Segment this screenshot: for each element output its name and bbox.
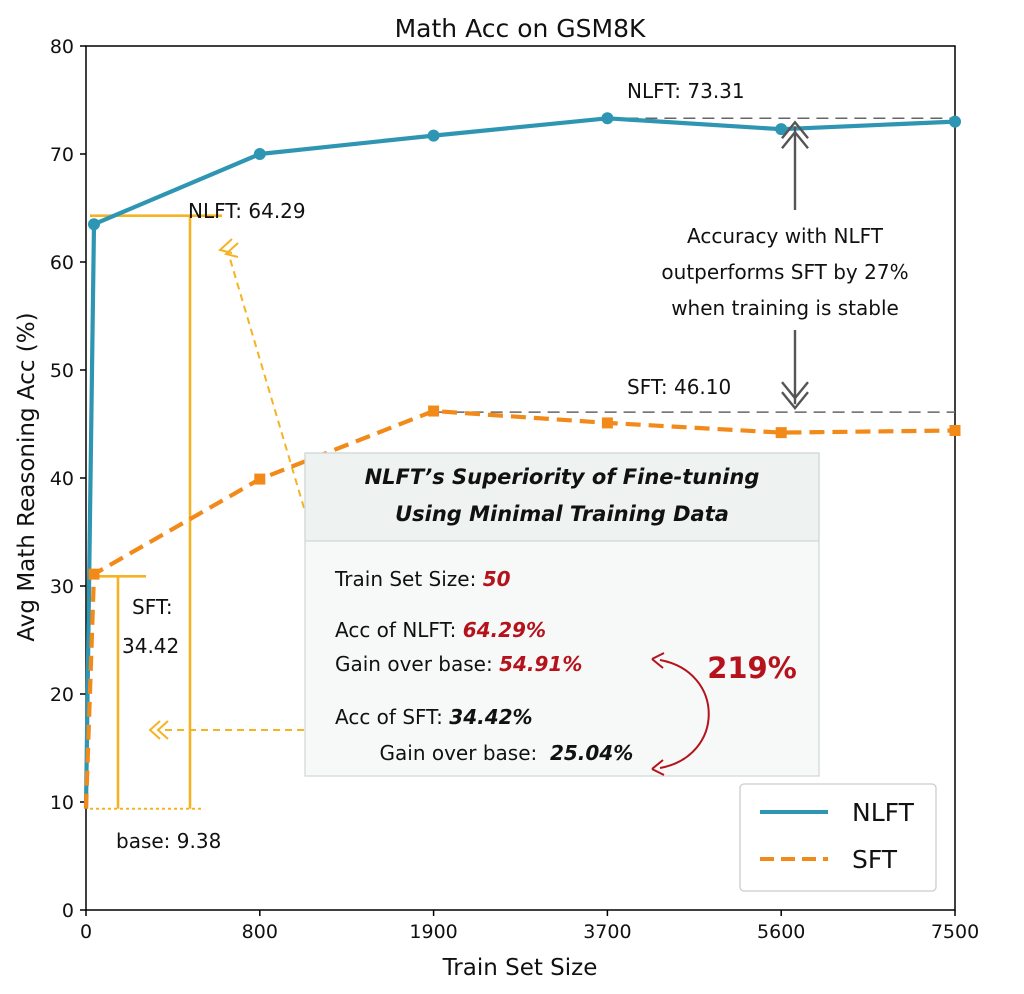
x-tick-label: 0	[80, 921, 92, 943]
sft-max-label: SFT: 46.10	[627, 375, 731, 399]
acc-sft-value: 34.42%	[449, 705, 532, 729]
data-point-sft	[428, 405, 440, 417]
pointer-to-nlft	[227, 251, 305, 509]
chart-title: Math Acc on GSM8K	[395, 14, 646, 43]
pointer-to-sft-head	[148, 720, 169, 740]
train-size-value: 50	[483, 567, 511, 591]
data-point-nlft	[949, 115, 961, 128]
y-tick-label: 20	[50, 684, 74, 706]
series-layer	[83, 112, 961, 809]
y-tick-label: 80	[50, 36, 74, 58]
gap-text-line2: outperforms SFT by 27%	[661, 260, 908, 284]
sft-at50-label-line1: SFT:	[132, 595, 173, 619]
x-ticks: 0 800 1900 3700 5600 7500	[80, 910, 979, 943]
x-axis-label: Train Set Size	[442, 955, 598, 981]
gap-text-line1: Accuracy with NLFT	[687, 224, 884, 248]
data-point-nlft	[253, 148, 266, 160]
nlft-max-label: NLFT: 73.31	[627, 79, 745, 103]
ratio-curved-arrow	[659, 659, 710, 769]
train-size-line: Train Set Size: 50	[334, 567, 511, 591]
legend: NLFT SFT	[739, 783, 937, 892]
sft-at50-label-line2: 34.42	[122, 634, 179, 658]
gain-sft-line: Gain over base: 25.04%	[335, 741, 665, 765]
gain-nlft-value: 54.91%	[499, 652, 582, 676]
acc-nlft-label: Acc of NLFT:	[335, 618, 463, 642]
x-tick-label: 800	[242, 921, 278, 943]
train-size-label: Train Set Size:	[334, 567, 483, 591]
y-ticks: 0 10 20 30 40 50 60 70 80	[50, 36, 86, 922]
pointer-to-nlft-head	[217, 238, 239, 258]
acc-sft-label: Acc of SFT:	[335, 705, 449, 729]
gap-arrow-up-head	[781, 120, 809, 150]
gain-sft-value: 25.04%	[550, 741, 633, 765]
highlight-lines	[90, 214, 305, 810]
legend-nlft-label: NLFT	[852, 798, 915, 827]
nlft-at50-label: NLFT: 64.29	[188, 199, 306, 223]
data-point-sft	[88, 568, 100, 580]
ratio-arrowhead-top	[651, 652, 665, 669]
info-box-header	[304, 452, 820, 542]
data-point-nlft	[775, 123, 788, 136]
gain-nlft-line: Gain over base: 54.91%	[335, 652, 582, 676]
y-tick-label: 70	[50, 144, 74, 166]
data-point-sft	[254, 473, 266, 485]
y-tick-label: 30	[50, 576, 74, 598]
x-tick-label: 3700	[583, 921, 631, 943]
x-tick-label: 7500	[931, 921, 979, 943]
y-tick-label: 0	[62, 900, 74, 922]
x-tick-label: 5600	[757, 921, 805, 943]
acc-sft-line: Acc of SFT: 34.42%	[335, 705, 533, 729]
y-tick-label: 40	[50, 468, 74, 490]
data-point-sft	[601, 417, 613, 429]
gain-nlft-label: Gain over base:	[335, 652, 499, 676]
data-point-nlft	[427, 129, 440, 142]
ratio-arrowhead-bottom	[651, 759, 665, 776]
info-box-title-line2: Using Minimal Training Data	[395, 502, 729, 526]
x-tick-label: 1900	[409, 921, 457, 943]
y-axis-label: Avg Math Reasoning Acc (%)	[14, 312, 40, 641]
y-tick-label: 50	[50, 360, 74, 382]
gain-sft-label: Gain over base:	[380, 741, 550, 765]
y-tick-label: 60	[50, 252, 74, 274]
info-box: NLFT’s Superiority of Fine-tuning Using …	[304, 452, 820, 777]
gap-text-line3: when training is stable	[671, 296, 899, 320]
gap-arrows	[781, 120, 809, 411]
gap-arrow-down-head	[781, 381, 809, 411]
acc-nlft-value: 64.29%	[463, 618, 546, 642]
data-point-nlft	[88, 218, 100, 231]
acc-nlft-line: Acc of NLFT: 64.29%	[335, 618, 546, 642]
legend-sft-label: SFT	[852, 845, 898, 874]
ratio-value: 219%	[707, 651, 797, 685]
info-box-title-line1: NLFT’s Superiority of Fine-tuning	[365, 465, 760, 489]
base-label: base: 9.38	[116, 829, 221, 853]
y-tick-label: 10	[50, 792, 74, 814]
data-point-sft	[949, 424, 961, 436]
data-point-nlft	[601, 112, 614, 125]
data-point-sft	[775, 427, 787, 439]
